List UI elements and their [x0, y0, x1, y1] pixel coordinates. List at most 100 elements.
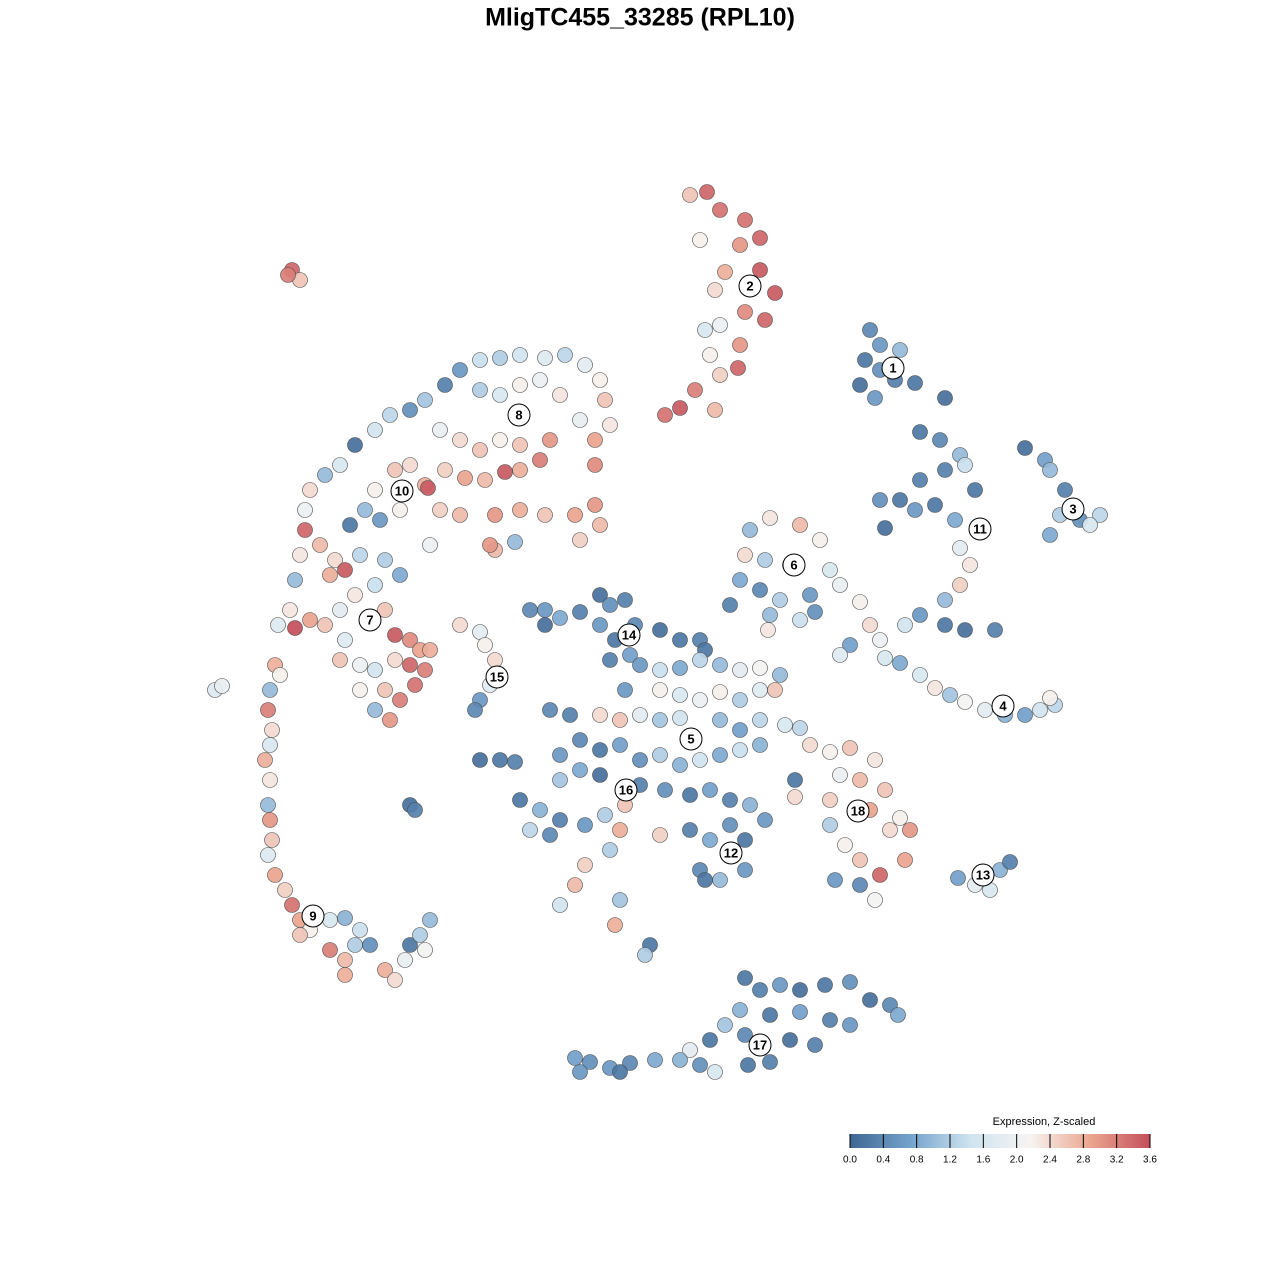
point	[957, 694, 973, 710]
point	[652, 622, 668, 638]
point	[417, 662, 433, 678]
point	[752, 737, 768, 753]
cluster-badge	[507, 403, 531, 427]
point	[792, 1004, 808, 1020]
point	[432, 422, 448, 438]
point	[652, 682, 668, 698]
cluster-label: 11	[973, 521, 987, 536]
cluster-badge	[617, 623, 641, 647]
point	[732, 572, 748, 588]
point	[842, 740, 858, 756]
point	[737, 547, 753, 563]
point	[337, 910, 353, 926]
point	[867, 892, 883, 908]
cluster-badge	[614, 778, 638, 802]
point	[927, 497, 943, 513]
point	[950, 870, 966, 886]
point	[672, 400, 688, 416]
point	[902, 822, 918, 838]
point	[892, 655, 908, 671]
point	[892, 810, 908, 826]
point	[692, 1057, 708, 1073]
point	[1017, 707, 1033, 723]
point	[717, 264, 733, 280]
point	[537, 602, 553, 618]
point	[587, 432, 603, 448]
point	[632, 752, 648, 768]
point	[792, 612, 808, 628]
point	[652, 747, 668, 763]
point	[722, 817, 738, 833]
point	[272, 667, 288, 683]
point	[420, 480, 436, 496]
point	[214, 678, 230, 694]
point	[712, 712, 728, 728]
point	[737, 970, 753, 986]
point	[872, 867, 888, 883]
point	[832, 767, 848, 783]
point	[347, 587, 363, 603]
point	[712, 202, 728, 218]
point	[892, 342, 908, 358]
point	[907, 375, 923, 391]
point	[552, 747, 568, 763]
point	[957, 622, 973, 638]
point	[567, 1050, 583, 1066]
point	[437, 377, 453, 393]
point	[392, 692, 408, 708]
point	[772, 667, 788, 683]
point	[767, 285, 783, 301]
point	[512, 437, 528, 453]
point	[282, 602, 298, 618]
point	[832, 647, 848, 663]
point	[337, 562, 353, 578]
point	[1017, 440, 1033, 456]
point	[352, 657, 368, 673]
point	[762, 510, 778, 526]
point	[392, 567, 408, 583]
point	[712, 317, 728, 333]
point	[752, 660, 768, 676]
point	[762, 1007, 778, 1023]
point	[767, 682, 783, 698]
point	[537, 350, 553, 366]
point	[402, 632, 418, 648]
cluster-label: 13	[976, 867, 990, 882]
point	[732, 742, 748, 758]
cluster-label: 17	[753, 1037, 767, 1052]
point	[852, 594, 868, 610]
point	[672, 660, 688, 676]
point	[867, 752, 883, 768]
point	[852, 772, 868, 788]
point	[692, 652, 708, 668]
point	[822, 817, 838, 833]
point	[892, 492, 908, 508]
point	[737, 832, 753, 848]
point	[852, 852, 868, 868]
point	[260, 702, 276, 718]
cluster-label: 4	[999, 698, 1007, 713]
point	[452, 432, 468, 448]
point	[264, 722, 280, 738]
point	[407, 677, 423, 693]
point	[257, 752, 273, 768]
point	[267, 867, 283, 883]
point	[592, 617, 608, 633]
point	[692, 692, 708, 708]
point	[702, 347, 718, 363]
point	[697, 872, 713, 888]
point	[367, 702, 383, 718]
point	[822, 1012, 838, 1028]
point	[1042, 527, 1058, 543]
point	[417, 942, 433, 958]
point	[317, 467, 333, 483]
cluster-label: 8	[515, 407, 522, 422]
point	[512, 792, 528, 808]
point	[857, 352, 873, 368]
point	[732, 237, 748, 253]
point	[402, 457, 418, 473]
point	[492, 752, 508, 768]
point	[682, 787, 698, 803]
point	[392, 502, 408, 518]
point	[322, 942, 338, 958]
